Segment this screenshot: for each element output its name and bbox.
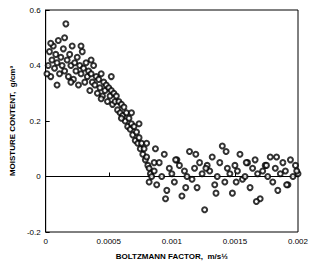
- svg-text:BOLTZMANN FACTOR, m/s½: BOLTZMANN FACTOR, m/s½: [116, 252, 228, 261]
- svg-text:0.0005: 0.0005: [97, 237, 122, 246]
- svg-text:0.001: 0.001: [162, 237, 183, 246]
- svg-text:-0.2: -0.2: [27, 228, 41, 237]
- svg-text:0.002: 0.002: [288, 237, 309, 246]
- svg-text:0: 0: [36, 172, 41, 181]
- svg-text:0: 0: [43, 237, 48, 246]
- svg-text:0.6: 0.6: [30, 6, 42, 15]
- svg-text:0.0015: 0.0015: [223, 237, 248, 246]
- svg-text:0.4: 0.4: [30, 61, 42, 70]
- svg-text:0.2: 0.2: [30, 117, 42, 126]
- svg-text:MOISTURE CONTENT, g/cm³: MOISTURE CONTENT, g/cm³: [8, 66, 17, 177]
